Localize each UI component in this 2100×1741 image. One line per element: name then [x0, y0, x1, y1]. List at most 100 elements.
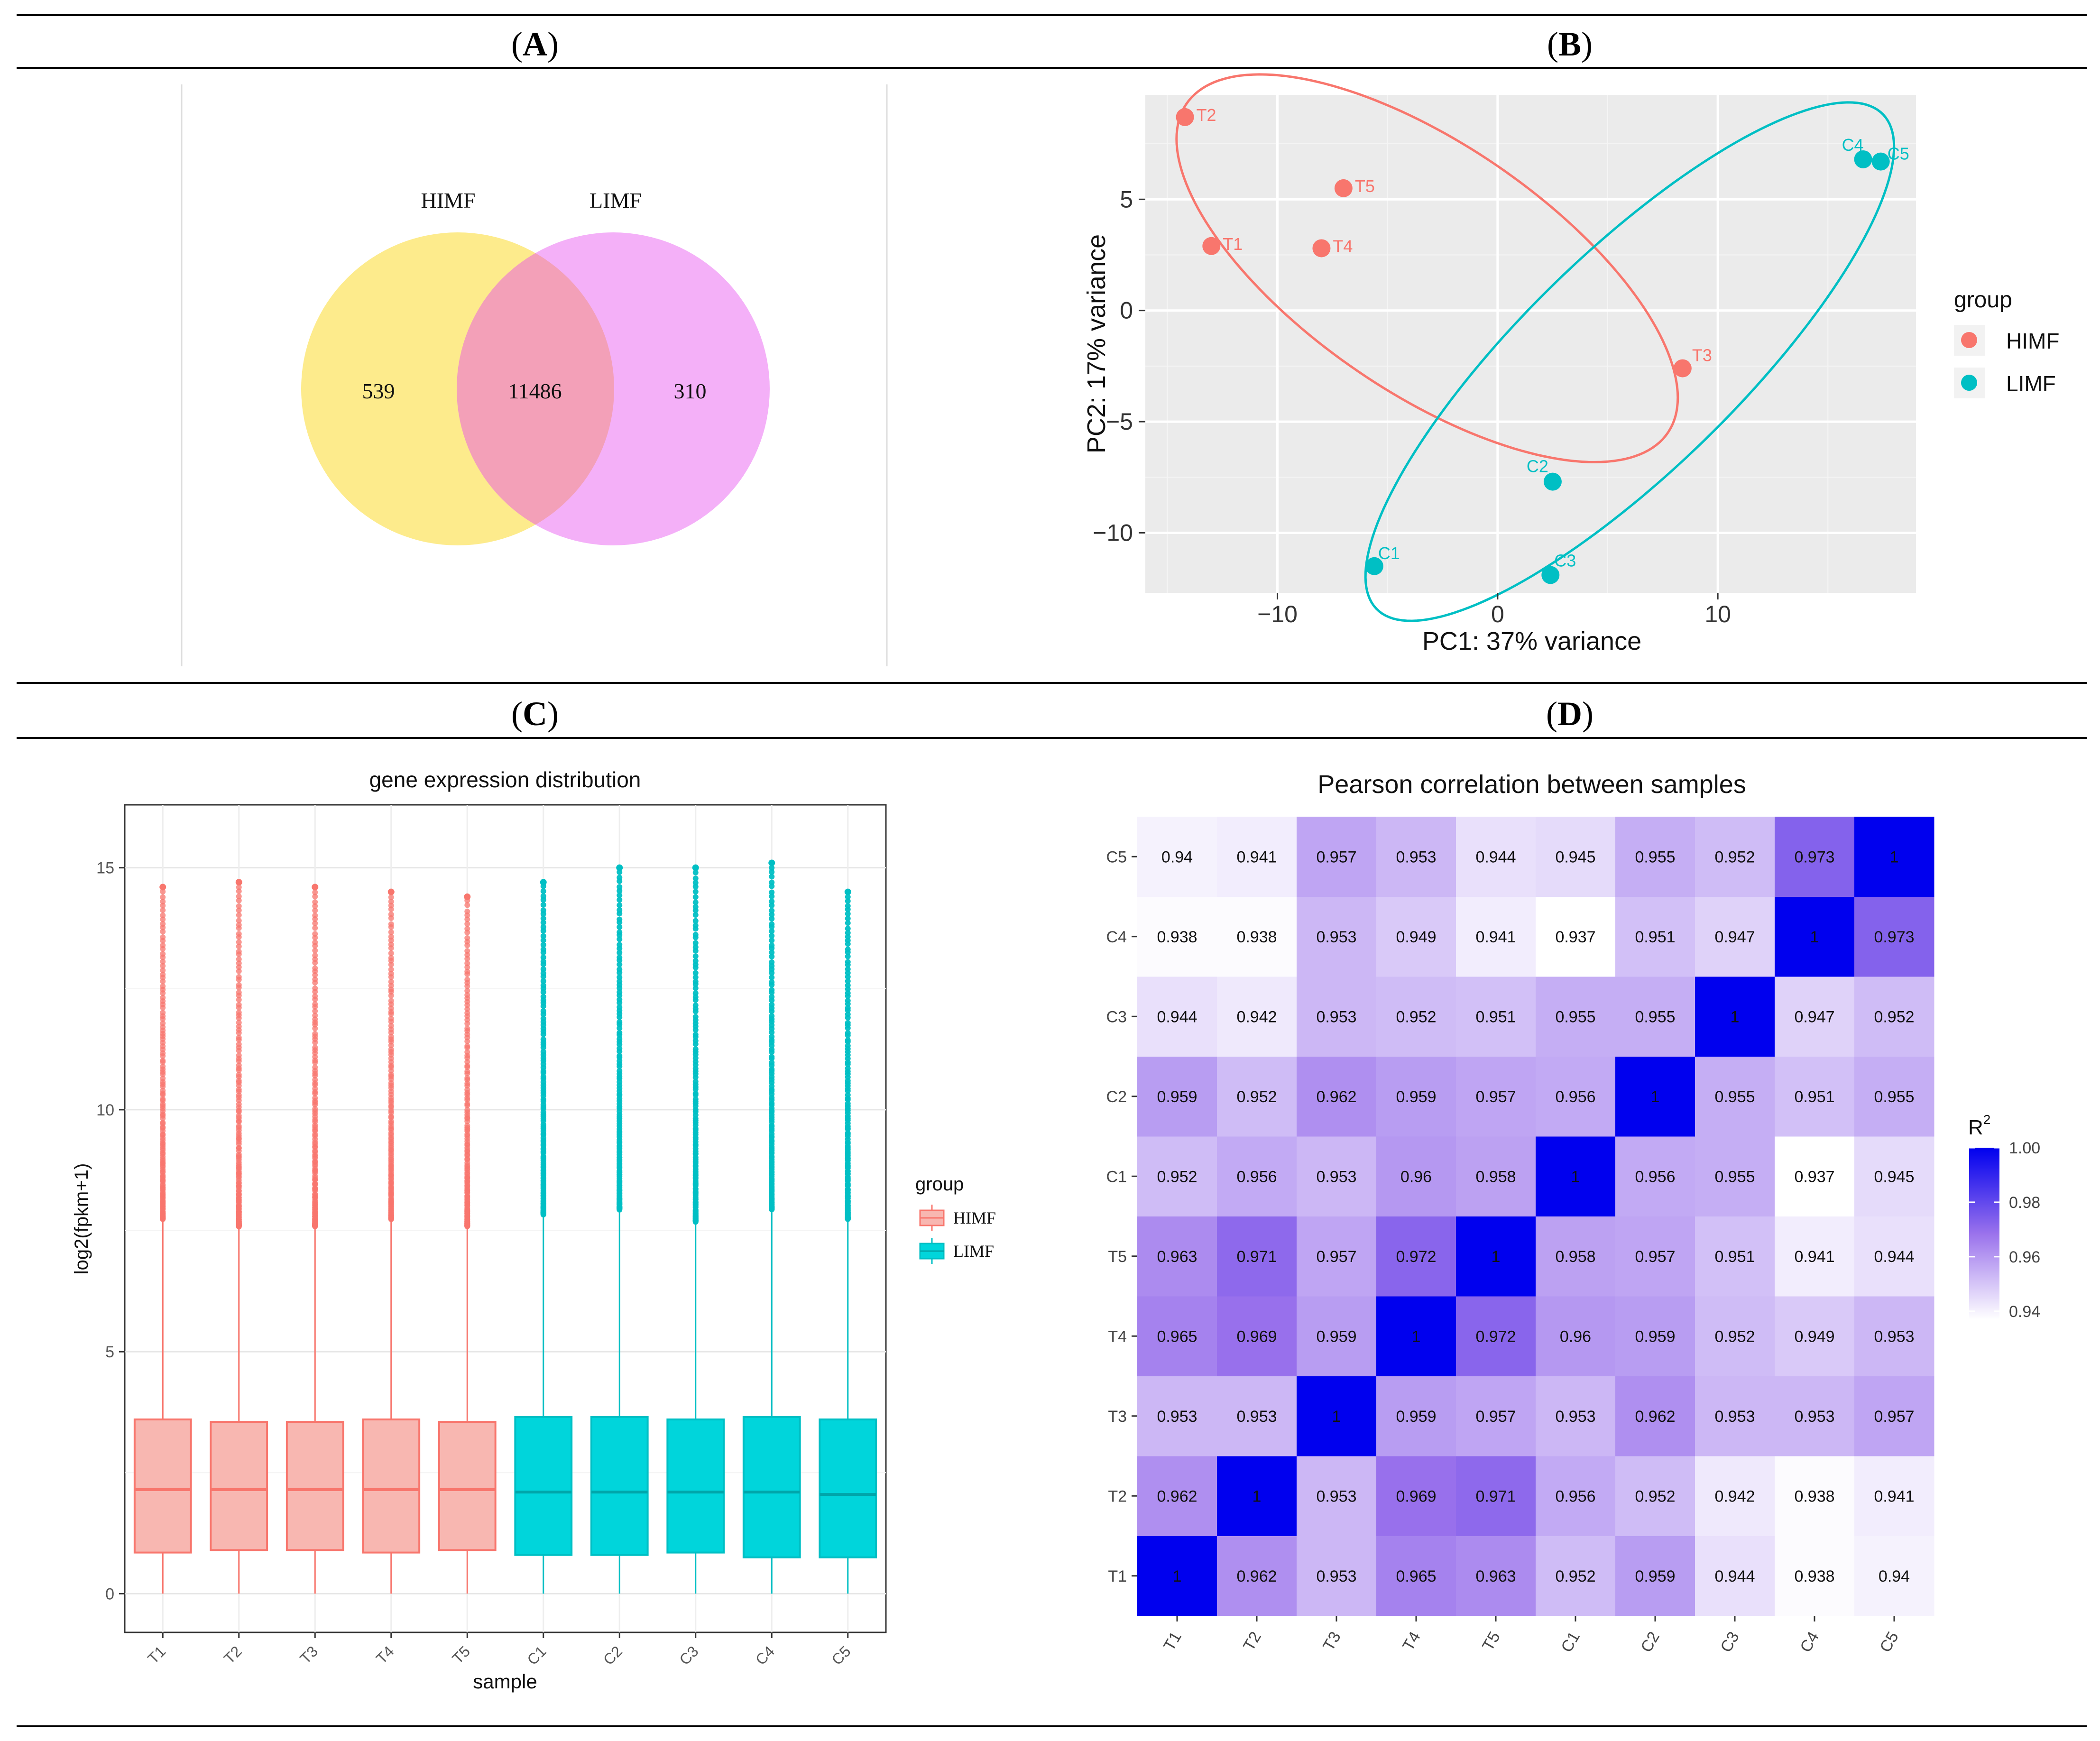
boxplot-outlier [236, 989, 242, 995]
heatmap-cell [1775, 1536, 1855, 1616]
boxplot-iqr-box [438, 1421, 497, 1551]
heatmap-cell [1297, 1456, 1377, 1536]
heatmap-cell [1615, 1056, 1695, 1137]
heatmap-y-tick-label: T5 [1108, 1248, 1127, 1266]
heatmap-x-tick-label: T5 [1479, 1629, 1504, 1654]
boxplot-outlier [160, 916, 166, 922]
heatmap-cell [1536, 1056, 1616, 1137]
boxplot-outlier [312, 993, 318, 999]
boxplot-outlier [160, 889, 166, 895]
heatmap-cell-value: 0.955 [1635, 1008, 1675, 1026]
boxplot-outlier [236, 897, 242, 903]
pca-point-t3 [1673, 359, 1692, 378]
heatmap-cell-value: 0.944 [1874, 1248, 1914, 1266]
heatmap-cell [1456, 1456, 1536, 1536]
boxplot-outlier [312, 948, 318, 954]
boxplot-outlier [617, 941, 623, 948]
boxplot-outlier [464, 960, 470, 967]
boxplot-outlier [617, 897, 623, 903]
boxplot-box-t5 [438, 893, 497, 1594]
boxplot-outlier [769, 942, 775, 949]
boxplot-outlier [236, 996, 242, 1003]
boxplot-outlier [769, 1054, 775, 1060]
heatmap-cell-value: 0.94 [1161, 848, 1193, 866]
pca-legend-label-limf: LIMF [2006, 371, 2056, 396]
heatmap-cell-value: 0.957 [1635, 1248, 1675, 1266]
heatmap-cell-value: 0.957 [1316, 1248, 1356, 1266]
heatmap-cell-value: 1 [1332, 1408, 1341, 1426]
heatmap-cell [1615, 1376, 1695, 1456]
boxplot-outlier [692, 894, 699, 900]
boxplot-outlier [312, 1001, 318, 1007]
heatmap-cell-value: 0.937 [1794, 1168, 1834, 1186]
boxplot-outlier [845, 946, 851, 952]
boxplot-outlier [617, 916, 623, 922]
heatmap-cell-value: 0.958 [1475, 1168, 1516, 1186]
boxplot-outlier [845, 1030, 851, 1036]
heatmap-y-tick-label: T3 [1108, 1408, 1127, 1426]
heatmap-cell-value: 0.952 [1714, 848, 1755, 866]
boxplot-outlier [464, 1123, 470, 1129]
boxplot-max-outlier [692, 864, 699, 871]
heatmap-cell-value: 0.957 [1475, 1408, 1516, 1426]
venn-value-limf-only: 310 [674, 379, 707, 403]
boxplot-outlier [617, 888, 623, 894]
heatmap-cell-value: 0.941 [1236, 848, 1277, 866]
heatmap-cell-value: 0.944 [1475, 848, 1516, 866]
boxplot-outlier [692, 1046, 699, 1052]
boxplot-outlier [692, 912, 699, 918]
boxplot-outlier [540, 933, 546, 939]
boxplot-outlier [236, 949, 242, 955]
boxplot-outlier [388, 894, 394, 900]
boxplot-x-axis-label: sample [473, 1670, 537, 1693]
boxplot-outlier [540, 920, 546, 926]
boxplot-outlier [692, 899, 699, 905]
boxplot-outlier [464, 1043, 470, 1049]
heatmap-cell [1775, 1056, 1855, 1137]
heatmap-cell-value: 1 [1571, 1168, 1580, 1186]
boxplot-outlier [540, 907, 546, 913]
boxplot-outlier [692, 1032, 699, 1038]
pca-point-t5 [1334, 179, 1353, 197]
heatmap-cell [1297, 1216, 1377, 1297]
pca-point-label: C1 [1378, 543, 1400, 563]
heatmap-cell [1297, 1296, 1377, 1376]
heatmap-cell-value: 0.953 [1157, 1408, 1197, 1426]
boxplot-outlier [388, 950, 394, 957]
boxplot-outlier [540, 1049, 546, 1055]
pca-legend-label-himf: HIMF [2006, 329, 2059, 353]
boxplot-outlier [236, 907, 242, 913]
boxplot-outlier [312, 1044, 318, 1050]
boxplot-outlier [160, 894, 166, 900]
boxplot-outlier [769, 959, 775, 965]
pca-plot-background [1145, 95, 1916, 593]
heatmap-cell-value: 0.96 [1560, 1327, 1591, 1345]
boxplot-outlier [464, 1006, 470, 1012]
heatmap-cell [1456, 1216, 1536, 1297]
boxplot-outlier [617, 1030, 623, 1036]
heatmap-cell [1536, 976, 1616, 1057]
boxplot-outlier [464, 1069, 470, 1075]
heatmap-cell-value: 1 [1492, 1248, 1501, 1266]
boxplot-outlier [388, 1005, 394, 1012]
heatmap-cell-value: 0.955 [1555, 1008, 1595, 1026]
heatmap-cell [1775, 817, 1855, 897]
boxplot-outlier [692, 978, 699, 985]
boxplot-box-t1 [133, 884, 192, 1594]
boxplot-box-c5 [819, 888, 877, 1594]
boxplot-outlier [845, 934, 851, 940]
boxplot-outlier [464, 935, 470, 941]
boxplot-outlier [617, 1045, 623, 1051]
heatmap-cell [1376, 1136, 1456, 1216]
heatmap-cell-value: 0.971 [1475, 1487, 1516, 1505]
boxplot-outlier [845, 1092, 851, 1098]
boxplot-outlier [236, 1009, 242, 1015]
heatmap-cell-value: 1 [1173, 1567, 1182, 1585]
heatmap-y-tick-label: T1 [1108, 1567, 1127, 1585]
heatmap-cell-value: 0.951 [1635, 928, 1675, 946]
heatmap-cell-value: 0.955 [1714, 1088, 1755, 1106]
boxplot-outlier [312, 985, 318, 991]
heatmap-cell [1376, 896, 1456, 977]
heatmap-cell-value: 0.953 [1396, 848, 1436, 866]
boxplot-y-tick-label: 15 [96, 859, 114, 877]
